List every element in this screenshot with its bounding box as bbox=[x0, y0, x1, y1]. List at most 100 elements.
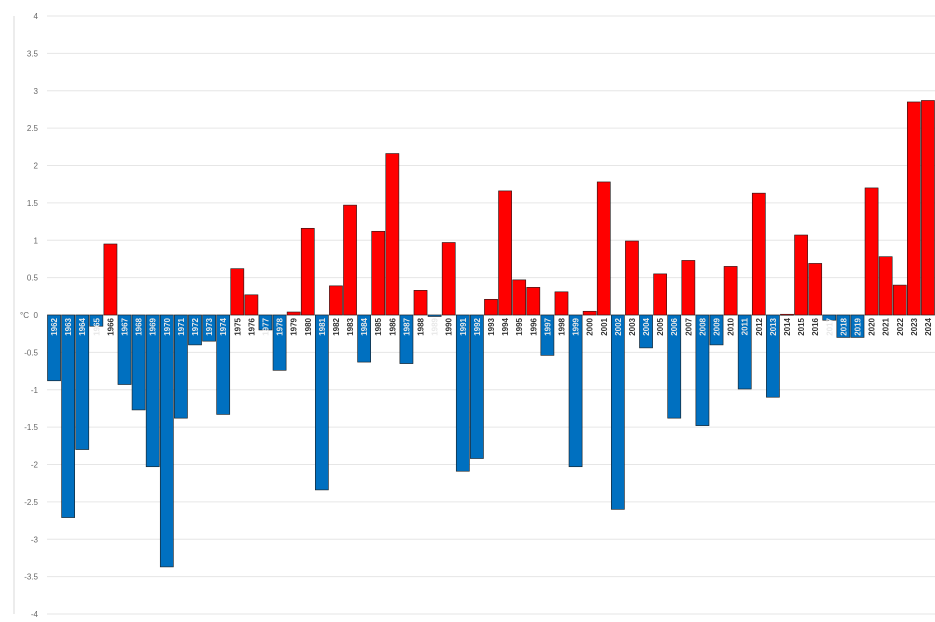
y-tick-label: -1 bbox=[31, 386, 39, 395]
year-label-2023: 2023 bbox=[910, 317, 919, 335]
bar-2015 bbox=[794, 234, 808, 316]
year-label-2016: 2016 bbox=[811, 317, 820, 335]
bar-2006 bbox=[667, 314, 682, 419]
bar-1998 bbox=[554, 291, 569, 316]
bar-1969 bbox=[145, 314, 160, 468]
y-tick-label: 1.5 bbox=[27, 199, 39, 208]
bar-2010 bbox=[723, 266, 738, 316]
year-label-1992: 1992 bbox=[473, 317, 482, 335]
year-label-1982: 1982 bbox=[332, 317, 341, 335]
y-tick-label: -4 bbox=[31, 610, 39, 617]
bar-1981 bbox=[314, 314, 329, 491]
year-label-1979: 1979 bbox=[290, 317, 299, 335]
bar-1983 bbox=[343, 204, 357, 316]
year-label-1967: 1967 bbox=[121, 317, 130, 335]
bar-2023 bbox=[906, 101, 921, 316]
year-label-1990: 1990 bbox=[445, 317, 454, 335]
year-label-2021: 2021 bbox=[882, 317, 891, 335]
bar-1991 bbox=[455, 314, 470, 472]
bar-1996 bbox=[526, 287, 541, 316]
bar-1965 bbox=[89, 314, 104, 327]
bar-2002 bbox=[610, 314, 625, 510]
y-tick-label: 0.5 bbox=[27, 274, 39, 283]
bar-2001 bbox=[596, 181, 611, 316]
y-tick-label: 3.5 bbox=[27, 49, 39, 58]
y-tick-label: -1.5 bbox=[24, 423, 38, 432]
bar-2011 bbox=[737, 314, 752, 390]
bar-1972 bbox=[188, 314, 202, 346]
year-label-2006: 2006 bbox=[670, 317, 679, 335]
year-label-1966: 1966 bbox=[106, 317, 115, 335]
bar-2004 bbox=[639, 314, 653, 349]
year-label-2001: 2001 bbox=[600, 317, 609, 335]
year-label-1971: 1971 bbox=[177, 317, 186, 335]
year-label-2019: 2019 bbox=[853, 317, 862, 335]
year-label-2005: 2005 bbox=[656, 317, 665, 335]
bar-1995 bbox=[512, 279, 527, 316]
y-tick-label: -3.5 bbox=[24, 573, 38, 582]
year-label-2002: 2002 bbox=[614, 317, 623, 335]
bar-1968 bbox=[131, 314, 146, 411]
bar-1988 bbox=[413, 290, 428, 316]
bar-2014 bbox=[780, 313, 794, 316]
bar-1978 bbox=[272, 314, 287, 371]
bars bbox=[47, 100, 935, 568]
bar-1990 bbox=[441, 242, 456, 316]
year-label-1964: 1964 bbox=[78, 317, 87, 335]
y-tick-label: -3 bbox=[31, 535, 39, 544]
year-label-1963: 1963 bbox=[64, 317, 73, 335]
bar-2016 bbox=[808, 263, 823, 316]
bar-1971 bbox=[174, 314, 188, 419]
bar-1974 bbox=[216, 314, 231, 415]
bar-1979 bbox=[286, 311, 301, 316]
bar-1985 bbox=[371, 230, 386, 316]
bar-1992 bbox=[470, 314, 484, 459]
year-label-1986: 1986 bbox=[388, 317, 397, 335]
bar-1976 bbox=[244, 294, 259, 316]
y-axis-unit-label: °C bbox=[20, 311, 29, 320]
year-label-1983: 1983 bbox=[346, 317, 355, 335]
year-label-1993: 1993 bbox=[487, 317, 496, 335]
bar-1982 bbox=[329, 285, 343, 316]
year-label-2007: 2007 bbox=[684, 317, 693, 335]
year-label-1968: 1968 bbox=[135, 317, 144, 335]
bar-2003 bbox=[625, 240, 639, 316]
year-label-1974: 1974 bbox=[219, 317, 228, 335]
year-label-2017: 2017 bbox=[825, 317, 834, 335]
bar-2019 bbox=[850, 314, 865, 338]
year-label-1975: 1975 bbox=[233, 317, 242, 335]
bar-2024 bbox=[921, 100, 935, 316]
year-label-2004: 2004 bbox=[642, 317, 651, 335]
year-label-2018: 2018 bbox=[839, 317, 848, 335]
bar-1970 bbox=[159, 314, 174, 568]
year-label-1995: 1995 bbox=[515, 317, 524, 335]
bar-2021 bbox=[878, 256, 893, 316]
year-label-1965: 1965 bbox=[92, 317, 101, 335]
bar-2007 bbox=[681, 260, 696, 316]
bar-2017 bbox=[822, 314, 837, 321]
bar-1966 bbox=[103, 243, 118, 316]
year-label-1972: 1972 bbox=[191, 317, 200, 335]
bar-1962 bbox=[47, 314, 61, 382]
year-label-1981: 1981 bbox=[318, 317, 327, 335]
bar-1999 bbox=[568, 314, 583, 468]
year-label-1969: 1969 bbox=[149, 317, 158, 335]
bar-2013 bbox=[766, 314, 780, 398]
bar-1964 bbox=[75, 314, 90, 450]
y-tick-label: 3 bbox=[34, 87, 39, 96]
y-tick-label: 4 bbox=[34, 12, 39, 21]
year-label-2024: 2024 bbox=[924, 317, 933, 335]
y-tick-label: 2 bbox=[34, 162, 39, 171]
year-label-1991: 1991 bbox=[459, 317, 468, 335]
year-label-1999: 1999 bbox=[572, 317, 581, 335]
bar-1973 bbox=[202, 314, 216, 342]
bar-1975 bbox=[230, 268, 245, 316]
bar-1997 bbox=[540, 314, 555, 356]
bar-1989 bbox=[427, 314, 442, 317]
bar-2009 bbox=[709, 314, 724, 346]
bar-1967 bbox=[117, 314, 132, 385]
bar-1963 bbox=[61, 314, 75, 518]
year-label-2000: 2000 bbox=[586, 317, 595, 335]
year-label-1977: 1977 bbox=[261, 317, 270, 335]
